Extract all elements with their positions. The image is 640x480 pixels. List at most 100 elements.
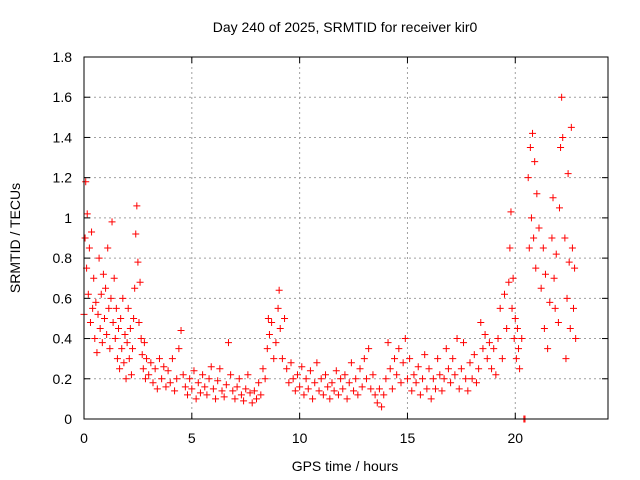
data-point <box>257 391 265 399</box>
data-point <box>399 359 407 367</box>
data-point <box>259 365 267 373</box>
data-point <box>123 339 131 347</box>
data-point <box>95 254 103 262</box>
data-point <box>354 391 362 399</box>
data-point <box>100 314 108 322</box>
data-point <box>550 274 558 282</box>
data-point <box>525 244 533 252</box>
data-point <box>233 383 241 391</box>
data-point <box>309 395 317 403</box>
data-point <box>85 244 93 252</box>
data-point <box>319 391 327 399</box>
data-point <box>477 318 485 326</box>
data-point <box>283 365 291 373</box>
y-tick-label: 1.6 <box>53 89 73 105</box>
y-tick-label: 1.4 <box>53 129 73 145</box>
data-point <box>561 234 569 242</box>
data-point <box>140 339 148 347</box>
data-point <box>184 391 192 399</box>
data-point <box>188 385 196 393</box>
data-point <box>453 335 461 343</box>
plot-frame <box>83 56 609 420</box>
data-point <box>268 318 276 326</box>
data-point <box>145 371 153 379</box>
data-point <box>177 327 185 335</box>
data-point <box>296 383 304 391</box>
data-point <box>168 355 176 363</box>
data-point <box>571 264 579 272</box>
data-point <box>479 345 487 353</box>
data-point <box>505 278 513 286</box>
data-point <box>434 355 442 363</box>
data-point <box>382 375 390 383</box>
data-point <box>551 304 559 312</box>
data-point <box>347 359 355 367</box>
data-points <box>80 93 580 423</box>
data-point <box>263 345 271 353</box>
data-point <box>92 298 100 306</box>
data-point <box>472 379 480 387</box>
data-point <box>378 403 386 411</box>
data-point <box>281 314 289 322</box>
data-point <box>552 250 560 258</box>
data-point <box>563 294 571 302</box>
data-point <box>313 359 321 367</box>
data-point <box>438 387 446 395</box>
data-point <box>568 244 576 252</box>
data-point <box>527 214 535 222</box>
data-point <box>362 375 370 383</box>
data-point <box>306 367 314 375</box>
data-point <box>89 304 97 312</box>
data-point <box>548 234 556 242</box>
data-point <box>166 379 174 387</box>
data-point <box>332 367 340 375</box>
chart-title: Day 240 of 2025, SRMTID for receiver kir… <box>213 19 478 35</box>
data-point <box>544 345 552 353</box>
data-point <box>248 399 256 407</box>
data-point <box>431 385 439 393</box>
data-point <box>242 385 250 393</box>
data-point <box>171 387 179 395</box>
data-point <box>371 391 379 399</box>
data-point <box>126 325 134 332</box>
data-point <box>367 385 375 393</box>
data-point <box>201 383 209 391</box>
data-point <box>369 371 377 379</box>
data-point <box>531 158 539 166</box>
data-point <box>218 387 226 395</box>
data-point <box>289 375 297 383</box>
data-point <box>132 230 140 238</box>
data-point <box>403 375 411 383</box>
data-point <box>533 190 541 198</box>
data-point <box>298 363 306 371</box>
data-point <box>554 318 562 326</box>
data-point <box>125 355 133 363</box>
y-tick-label: 1.8 <box>53 49 73 65</box>
data-point <box>326 395 334 403</box>
data-point <box>414 363 422 371</box>
data-point <box>250 387 258 395</box>
data-point <box>559 133 567 141</box>
data-point <box>365 345 373 353</box>
data-point <box>564 170 572 178</box>
data-point <box>393 371 401 379</box>
data-point <box>91 335 99 343</box>
data-point <box>94 310 102 318</box>
data-point <box>116 365 124 373</box>
data-point <box>265 331 273 339</box>
data-point <box>181 383 189 391</box>
data-point <box>105 304 113 312</box>
data-point <box>334 391 342 399</box>
data-point <box>212 395 220 403</box>
data-point <box>302 375 310 383</box>
data-point <box>455 385 463 393</box>
data-point <box>194 379 202 387</box>
data-point <box>311 379 319 387</box>
data-point <box>483 355 491 363</box>
data-point <box>496 304 504 312</box>
data-point <box>384 339 392 347</box>
data-point <box>360 355 368 363</box>
data-point <box>291 387 299 395</box>
data-point <box>494 335 502 343</box>
